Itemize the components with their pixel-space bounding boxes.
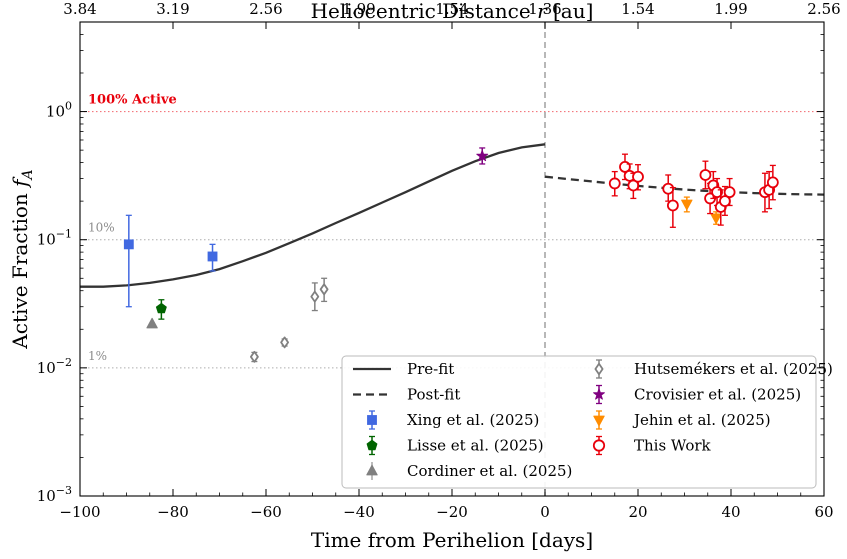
series-hutsemékers xyxy=(249,277,329,363)
legend-marker xyxy=(367,415,377,425)
data-point xyxy=(662,182,675,195)
y-tick-label: 10−1 xyxy=(37,228,72,249)
x-axis-title: Time from Perihelion [days] xyxy=(311,528,593,552)
legend-entry: This Work xyxy=(592,435,712,456)
top-tick-label: 1.36 xyxy=(528,0,561,18)
legend-entry: Cordiner et al. (2025) xyxy=(366,462,572,480)
y-axis-title: Active Fraction fA xyxy=(8,169,36,349)
x-tick-label: −40 xyxy=(343,503,375,521)
data-point xyxy=(632,170,644,183)
series-lisse xyxy=(155,299,167,320)
series-this xyxy=(608,153,779,228)
series-jehin xyxy=(681,196,722,225)
legend-marker xyxy=(366,464,378,476)
legend-label: Jehin et al. (2025) xyxy=(632,411,771,429)
top-tick-label: 3.84 xyxy=(63,0,96,18)
y-tick-label: 100 xyxy=(46,100,72,121)
series-xing xyxy=(123,214,218,308)
legend-label: Pre-fit xyxy=(407,360,454,378)
legend-entry: Hutsemékers et al. (2025) xyxy=(594,359,833,379)
legend-label: Lisse et al. (2025) xyxy=(407,437,544,455)
data-point xyxy=(710,213,722,225)
legend-label: Cordiner et al. (2025) xyxy=(407,462,572,480)
legend-box xyxy=(341,355,817,489)
x-tick-label: −60 xyxy=(250,503,282,521)
legend-entry: Post-fit xyxy=(353,386,460,404)
data-point xyxy=(310,290,320,303)
data-point xyxy=(681,199,693,211)
data-point xyxy=(207,251,218,262)
pre-fit-curve xyxy=(80,143,546,288)
y-tick-label: 10−3 xyxy=(37,484,72,505)
legend-entry: Lisse et al. (2025) xyxy=(366,435,544,456)
y-tick-label: 10−2 xyxy=(37,356,72,377)
reference-label: 100% Active xyxy=(88,93,177,108)
top-tick-label: 2.56 xyxy=(249,0,282,18)
legend-label: This Work xyxy=(634,437,712,455)
legend-label: Crovisier et al. (2025) xyxy=(634,386,801,404)
legend-label: Post-fit xyxy=(407,386,460,404)
data-point xyxy=(766,176,779,189)
legend-label: Hutsemékers et al. (2025) xyxy=(634,360,833,378)
data-series xyxy=(123,147,779,363)
legend-marker xyxy=(366,439,378,451)
top-tick-label: 2.56 xyxy=(807,0,840,18)
top-tick-label: 1.99 xyxy=(342,0,375,18)
reference-label: 10% xyxy=(88,221,115,235)
data-point xyxy=(319,283,329,296)
data-point xyxy=(249,350,259,363)
x-tick-label: 60 xyxy=(814,503,833,521)
legend-marker xyxy=(592,439,606,452)
reference-label: 1% xyxy=(88,349,107,363)
fit-curves xyxy=(80,143,825,288)
top-axis-title: Heliocentric Distance r [au] xyxy=(311,0,594,23)
data-point xyxy=(608,177,621,190)
legend-entry: Pre-fit xyxy=(353,360,454,378)
legend: Pre-fit Post-fit Xing et al. (2025) Lisse e… xyxy=(341,355,833,489)
legend-label: Xing et al. (2025) xyxy=(407,411,539,429)
legend-entry: Jehin et al. (2025) xyxy=(593,410,771,430)
series-crovisier xyxy=(476,147,489,165)
legend-marker xyxy=(593,388,605,400)
data-point xyxy=(155,302,167,314)
x-tick-label: −100 xyxy=(59,503,100,521)
x-tick-label: 0 xyxy=(540,503,550,521)
top-tick-label: 1.54 xyxy=(435,0,468,18)
x-tick-label: −80 xyxy=(157,503,189,521)
x-tick-label: 40 xyxy=(721,503,740,521)
data-point xyxy=(123,239,134,250)
post-fit-curve xyxy=(544,175,825,196)
data-point xyxy=(280,336,290,349)
legend-entry: Crovisier et al. (2025) xyxy=(593,384,801,405)
top-tick-label: 3.19 xyxy=(156,0,189,18)
data-point xyxy=(699,169,712,181)
legend-marker xyxy=(594,362,604,376)
data-point xyxy=(666,199,679,212)
data-point xyxy=(723,186,736,199)
legend-marker xyxy=(593,415,605,427)
x-tick-label: 20 xyxy=(628,503,647,521)
top-tick-label: 1.54 xyxy=(621,0,654,18)
data-point xyxy=(476,149,489,162)
x-tick-label: −20 xyxy=(436,503,468,521)
legend-entry: Xing et al. (2025) xyxy=(367,410,539,430)
series-cordiner xyxy=(146,317,158,329)
data-point xyxy=(146,317,158,329)
axes-ticks: −100 −80 −60 −40 −20 0 20 40 60 3.84 3.19 2.56 1.99 1… xyxy=(37,0,841,521)
top-tick-label: 1.99 xyxy=(714,0,747,18)
